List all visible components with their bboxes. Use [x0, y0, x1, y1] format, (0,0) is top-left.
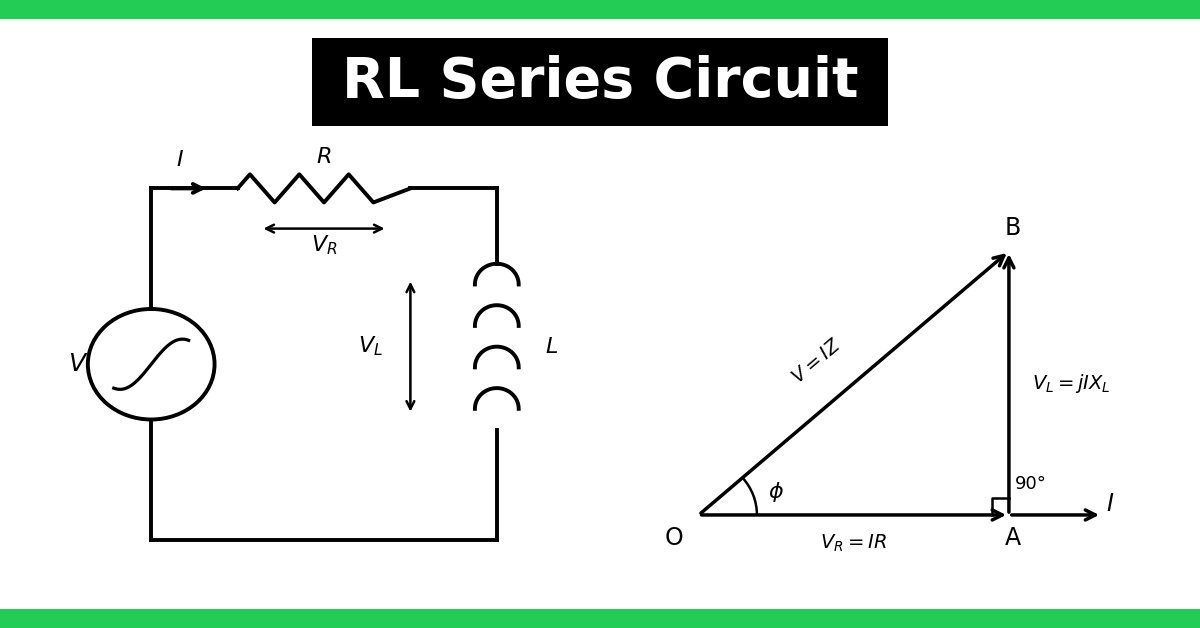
- Text: $V_L = jIX_L$: $V_L = jIX_L$: [1032, 372, 1111, 394]
- Text: I: I: [176, 150, 184, 170]
- Text: O: O: [665, 526, 683, 550]
- Text: B: B: [1004, 216, 1021, 240]
- Text: RL Series Circuit: RL Series Circuit: [342, 55, 858, 109]
- Text: $V = IZ$: $V = IZ$: [788, 335, 845, 387]
- Text: I: I: [1106, 492, 1114, 516]
- Text: $V_R$: $V_R$: [311, 233, 337, 257]
- Text: $V_R = IR$: $V_R = IR$: [821, 533, 887, 554]
- Text: $\phi$: $\phi$: [768, 480, 785, 504]
- Text: R: R: [317, 148, 331, 167]
- Text: L: L: [546, 337, 558, 357]
- Text: A: A: [1004, 526, 1021, 550]
- Text: 90°: 90°: [1015, 475, 1048, 492]
- Text: V: V: [67, 352, 85, 376]
- Text: $V_L$: $V_L$: [358, 335, 383, 359]
